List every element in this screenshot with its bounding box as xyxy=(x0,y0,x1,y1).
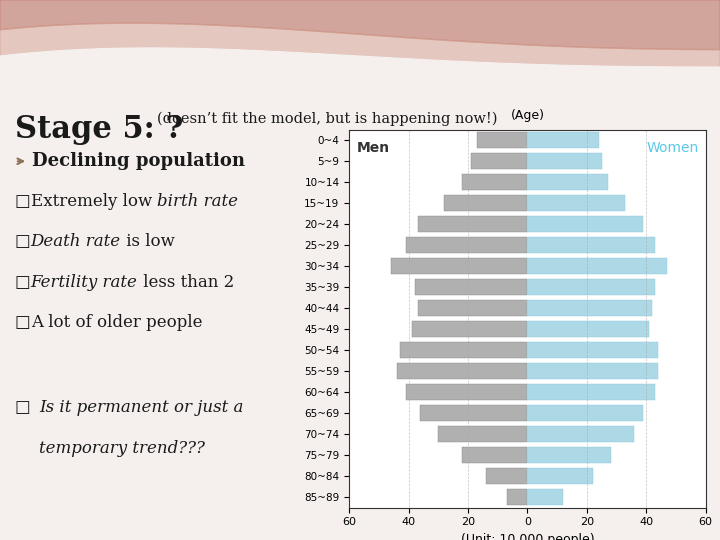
Bar xyxy=(527,237,655,253)
Bar xyxy=(527,132,599,148)
Bar xyxy=(527,300,652,316)
Bar xyxy=(412,321,527,337)
Bar xyxy=(405,384,527,400)
Bar xyxy=(400,342,527,358)
Text: A lot of older people: A lot of older people xyxy=(31,314,202,331)
Bar xyxy=(527,426,634,442)
Bar xyxy=(527,279,655,295)
Bar xyxy=(527,321,649,337)
Bar xyxy=(420,405,527,421)
Bar xyxy=(462,174,527,190)
Bar xyxy=(527,216,643,232)
Bar xyxy=(438,426,527,442)
Text: temporary trend???: temporary trend??? xyxy=(40,440,205,457)
Bar xyxy=(527,363,658,379)
Bar xyxy=(527,489,563,505)
Text: Stage 5: ?: Stage 5: ? xyxy=(15,114,184,145)
Text: Death rate: Death rate xyxy=(31,233,121,251)
Bar xyxy=(527,384,655,400)
Text: Fertility rate: Fertility rate xyxy=(31,274,138,291)
Bar xyxy=(462,447,527,463)
Bar xyxy=(444,195,527,211)
Bar xyxy=(486,468,527,484)
Text: Is it permanent or just a: Is it permanent or just a xyxy=(40,399,243,416)
Text: Women: Women xyxy=(647,141,698,155)
Bar xyxy=(405,237,527,253)
Text: □: □ xyxy=(15,274,31,291)
Text: less than 2: less than 2 xyxy=(138,274,234,291)
Bar xyxy=(527,405,643,421)
Text: □: □ xyxy=(15,233,31,251)
Text: (Age): (Age) xyxy=(510,109,544,122)
Bar xyxy=(527,447,611,463)
Text: Men: Men xyxy=(356,141,390,155)
Text: □: □ xyxy=(15,314,31,331)
Text: birth rate: birth rate xyxy=(157,193,238,210)
X-axis label: (Unit: 10,000 people): (Unit: 10,000 people) xyxy=(461,533,594,540)
Text: □: □ xyxy=(15,193,31,210)
Bar xyxy=(391,258,527,274)
Bar xyxy=(527,468,593,484)
Bar xyxy=(527,195,626,211)
Bar xyxy=(415,279,527,295)
Bar xyxy=(527,258,667,274)
Text: Declining population: Declining population xyxy=(32,152,245,170)
Bar xyxy=(507,489,527,505)
Bar xyxy=(418,300,527,316)
Bar xyxy=(527,174,608,190)
Bar xyxy=(527,153,602,169)
Text: Extremely low: Extremely low xyxy=(31,193,157,210)
Text: is low: is low xyxy=(121,233,175,251)
Bar xyxy=(418,216,527,232)
Bar xyxy=(477,132,527,148)
Text: (doesn’t fit the model, but is happening now!): (doesn’t fit the model, but is happening… xyxy=(157,112,498,126)
Bar xyxy=(397,363,527,379)
Text: □: □ xyxy=(15,399,31,416)
Bar xyxy=(527,342,658,358)
Bar xyxy=(471,153,527,169)
